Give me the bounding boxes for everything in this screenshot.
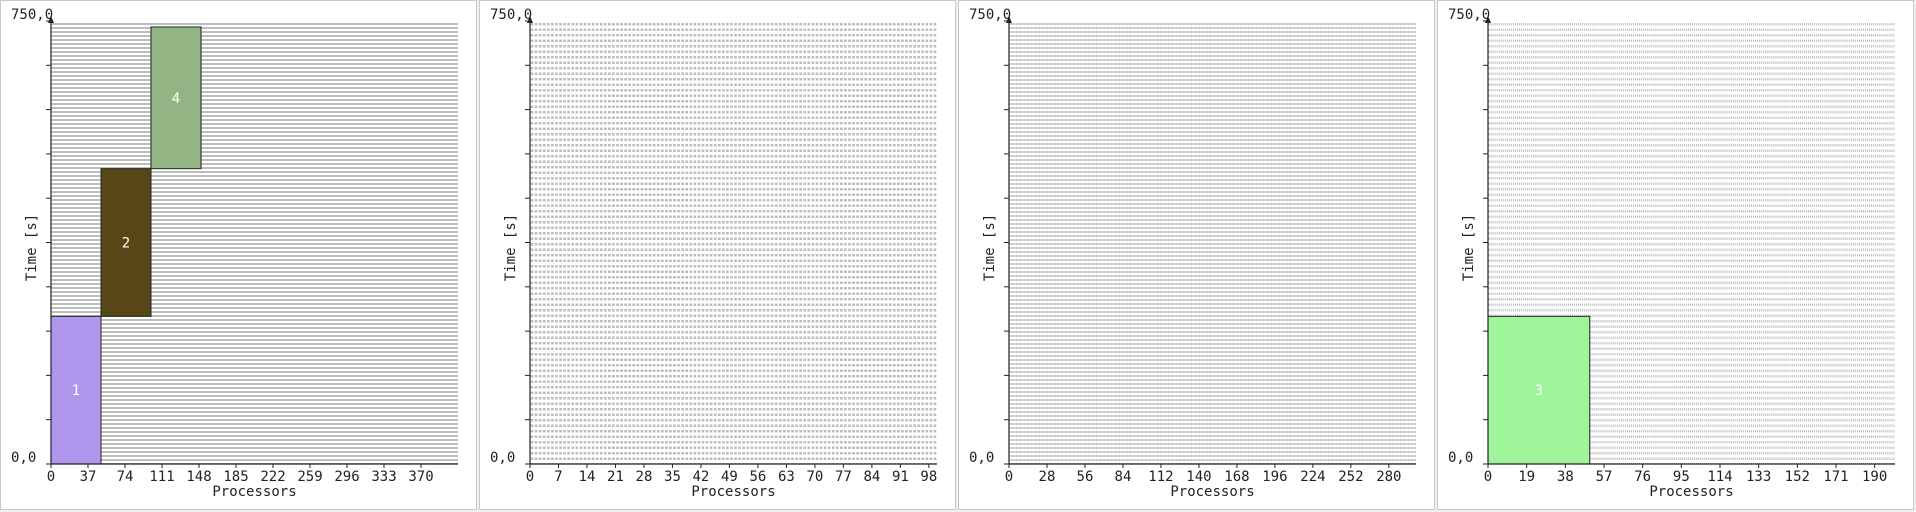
chart-svg: 1 2 4 0 37 74 111 148 185 222 259 296 333 370 750,0 0,0…: [11, 7, 458, 500]
x-tick-label: 28: [1039, 469, 1056, 485]
x-axis-label: Processors: [1649, 484, 1733, 500]
chart-panel-1: 1 2 4 0 37 74 111 148 185 222 259 296 333 370 750,0 0,0…: [0, 0, 477, 510]
x-tick-label: 152: [1785, 469, 1810, 485]
chart-panel-4: 3 0 19 38 57 76 95 114 133 152 171 190 750,0 0,0 Proce…: [1437, 0, 1914, 510]
y-top-label: 750,0: [1448, 7, 1490, 23]
x-tick-label: 14: [579, 469, 596, 485]
y-top-label: 750,0: [490, 7, 532, 23]
job-4-bar: [150, 26, 202, 170]
x-tick-label: 56: [1077, 469, 1094, 485]
x-ticks: 0 37 74 111 148 185 222 259 296 333 370: [47, 464, 434, 485]
x-tick-label: 42: [693, 469, 710, 485]
x-ticks: 0 7 14 21 28 35 42 49 56 63 70 77 84 91 98: [526, 464, 937, 485]
x-tick-label: 21: [607, 469, 624, 485]
job-2-bar: [100, 168, 152, 317]
x-tick-label: 168: [1224, 469, 1249, 485]
x-tick-label: 259: [297, 469, 322, 485]
x-tick-label: 0: [526, 469, 534, 485]
x-tick-label: 190: [1862, 469, 1887, 485]
y-axis-label: Time [s]: [503, 214, 519, 281]
x-tick-label: 0: [1005, 469, 1013, 485]
job-1-bar: [50, 315, 102, 465]
x-tick-label: 38: [1557, 469, 1574, 485]
y-ticks: [1004, 20, 1009, 465]
x-tick-label: 111: [149, 469, 174, 485]
y-bottom-label: 0,0: [969, 450, 994, 466]
y-axis-arrow: [1485, 16, 1491, 23]
y-bottom-label: 0,0: [11, 450, 36, 466]
x-tick-label: 19: [1518, 469, 1535, 485]
chart-svg: 0 7 14 21 28 35 42 49 56 63 70 77 84 91 98 750,0 0,0 Proc…: [490, 7, 937, 500]
x-tick-label: 95: [1673, 469, 1690, 485]
x-tick-label: 49: [721, 469, 738, 485]
x-tick-label: 28: [636, 469, 653, 485]
chart-svg: 3 0 19 38 57 76 95 114 133 152 171 190 750,0 0,0 Proce…: [1448, 7, 1895, 500]
x-tick-label: 74: [117, 469, 134, 485]
grid: [1009, 23, 1416, 464]
x-tick-label: 91: [892, 469, 909, 485]
y-ticks: [525, 20, 530, 465]
x-axis-label: Processors: [1170, 484, 1254, 500]
grid: [1488, 23, 1895, 464]
x-tick-label: 37: [80, 469, 97, 485]
x-tick-label: 171: [1823, 469, 1848, 485]
x-tick-label: 280: [1376, 469, 1401, 485]
y-axis-arrow: [527, 16, 533, 23]
job-2-label: 2: [122, 236, 130, 252]
x-tick-label: 63: [778, 469, 795, 485]
x-tick-label: 0: [1484, 469, 1492, 485]
x-tick-label: 57: [1596, 469, 1613, 485]
x-tick-label: 224: [1300, 469, 1325, 485]
x-tick-label: 76: [1634, 469, 1651, 485]
job-1-label: 1: [72, 383, 80, 399]
y-axis-label: Time [s]: [1461, 214, 1477, 281]
grid: [51, 23, 458, 464]
y-axis-arrow: [1006, 16, 1012, 23]
x-ticks: 0 28 56 84 112 140 168 196 224 252 280: [1005, 464, 1402, 485]
y-bottom-label: 0,0: [490, 450, 515, 466]
x-tick-label: 98: [920, 469, 937, 485]
chart-svg: 0 28 56 84 112 140 168 196 224 252 280 750,0 0,0 Proc…: [969, 7, 1416, 500]
x-tick-label: 56: [749, 469, 766, 485]
x-tick-label: 148: [186, 469, 211, 485]
y-bottom-label: 0,0: [1448, 450, 1473, 466]
x-tick-label: 140: [1186, 469, 1211, 485]
x-tick-label: 222: [260, 469, 285, 485]
y-axis-arrow: [48, 16, 54, 23]
x-tick-label: 84: [863, 469, 880, 485]
x-tick-label: 35: [664, 469, 681, 485]
x-tick-label: 0: [47, 469, 55, 485]
chart-panel-2: 0 7 14 21 28 35 42 49 56 63 70 77 84 91 98 750,0 0,0 Proc…: [479, 0, 956, 510]
x-tick-label: 84: [1115, 469, 1132, 485]
y-axis-label: Time [s]: [982, 214, 998, 281]
x-tick-label: 185: [223, 469, 248, 485]
x-tick-label: 112: [1148, 469, 1173, 485]
x-tick-label: 133: [1746, 469, 1771, 485]
job-3-label: 3: [1535, 383, 1543, 399]
x-tick-label: 77: [835, 469, 852, 485]
y-axis-label: Time [s]: [24, 214, 40, 281]
grid: [530, 23, 937, 464]
y-ticks: [46, 20, 51, 465]
job-4-label: 4: [172, 91, 180, 107]
x-axis-label: Processors: [212, 484, 296, 500]
job-3-bar: [1487, 315, 1591, 465]
x-tick-label: 196: [1262, 469, 1287, 485]
x-tick-label: 114: [1707, 469, 1732, 485]
x-tick-label: 70: [806, 469, 823, 485]
x-tick-label: 252: [1338, 469, 1363, 485]
x-ticks: 0 19 38 57 76 95 114 133 152 171 190: [1484, 464, 1887, 485]
x-tick-label: 7: [554, 469, 562, 485]
x-tick-label: 370: [408, 469, 433, 485]
y-top-label: 750,0: [11, 7, 53, 23]
y-ticks: [1483, 20, 1488, 465]
x-axis-label: Processors: [691, 484, 775, 500]
x-tick-label: 296: [334, 469, 359, 485]
x-tick-label: 333: [371, 469, 396, 485]
chart-panel-3: 0 28 56 84 112 140 168 196 224 252 280 750,0 0,0 Proc…: [958, 0, 1435, 510]
y-top-label: 750,0: [969, 7, 1011, 23]
